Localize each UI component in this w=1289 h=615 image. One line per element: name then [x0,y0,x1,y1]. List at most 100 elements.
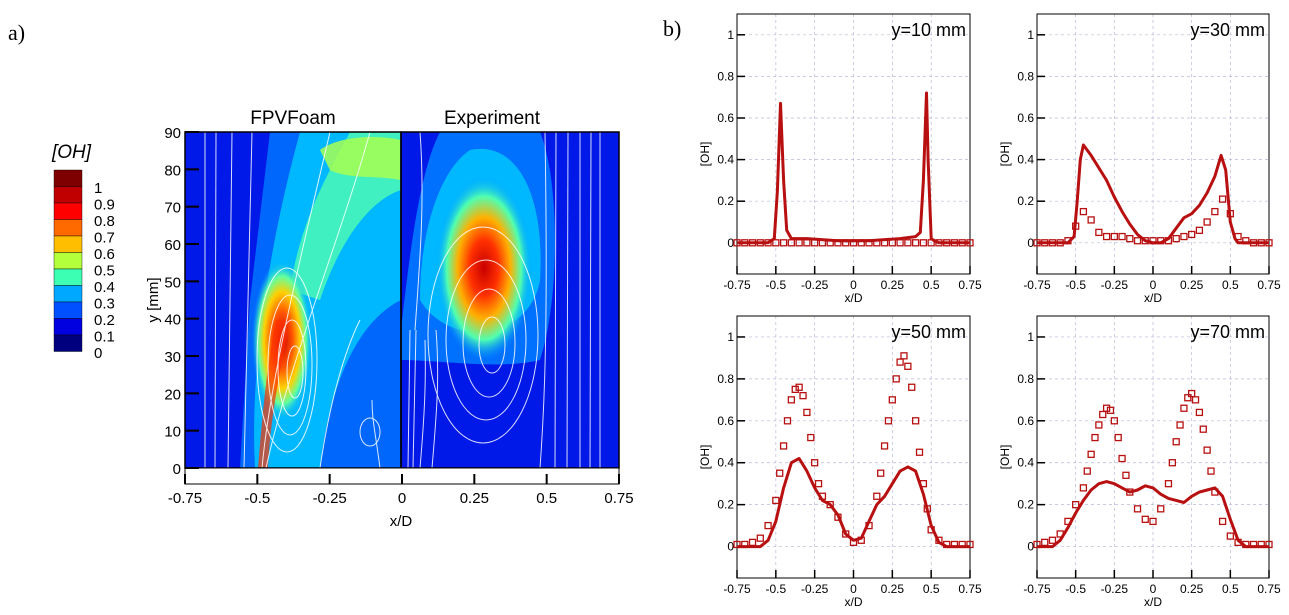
streamlines [204,131,601,469]
experiment-marker [1110,232,1118,241]
profile-plot: -0.75 -0.5 -0.25 0 0.25 0.5 0.75 0 0.2 0.4 0.6 0.8 1… [698,13,982,305]
experiment-marker [1133,237,1142,245]
y-tick-label: 0.2 [717,498,734,512]
experiment-marker [919,239,928,247]
experiment-marker [1149,517,1157,526]
y-tick-label: 1 [727,330,734,344]
x-tick-label: 0.75 [958,278,982,292]
experiment-marker [1114,433,1122,442]
y-tick-label: 0 [173,461,181,478]
experiment-marker [1188,230,1196,239]
y-tick-label: 30 [164,349,181,366]
x-tick-label: 0.25 [881,278,905,292]
experiment-marker [1184,394,1192,402]
y-tick-label: 0 [727,236,734,250]
simulation-line [1037,143,1269,245]
simulation-line [737,91,970,245]
y-tick-label: 0.6 [717,414,734,428]
experiment-marker [756,534,764,542]
experiment-marker [1118,454,1126,463]
legend-level-label: 0.5 [94,263,115,280]
experiment-marker [1191,396,1200,404]
legend-swatch [53,334,83,352]
experiment-marker [1226,532,1234,540]
y-tick-label: 0.2 [717,194,734,208]
x-tick-label: 0.25 [1180,582,1204,596]
x-tick-label: 0.5 [923,582,940,596]
experiment-marker [1110,417,1118,425]
experiment-marker [779,239,788,247]
legend-swatch [53,186,83,204]
x-tick-label: 0.25 [460,490,489,507]
y-tick-label: 0.8 [1017,69,1034,83]
legend-swatch [53,301,83,319]
experiment-marker [908,383,916,391]
profile-plot: -0.75 -0.5 -0.25 0 0.25 0.5 0.75 0 0.2 0.4 0.6 0.8 1… [698,315,982,609]
x-tick-label: 0.25 [881,582,905,596]
x-axis-label: x/D [845,291,863,305]
y-tick-label: 0.8 [717,69,734,83]
x-tick-label: -0.5 [1065,278,1086,292]
x-tick-label: -0.5 [244,490,270,507]
x-tick-label: 0 [398,490,406,507]
x-axis-label: x/D [1144,291,1162,305]
legend-level-label: 0.4 [94,279,115,296]
x-tick-label: 0.5 [923,278,940,292]
y-tick-label: 0 [727,540,734,554]
y-tick-label: 0.2 [1017,498,1034,512]
panel-a-ylabel: y [mm] [145,278,162,323]
experiment-marker [1164,480,1173,488]
experiment-marker [1106,406,1115,414]
y-tick-label: 0.6 [1017,414,1034,428]
legend-level-label: 0.2 [94,312,115,329]
y-tick-label: 0.8 [717,372,734,386]
y-axis-label: [OH] [998,142,1012,167]
y-tick-label: 10 [164,424,181,441]
experiment-marker [787,396,796,404]
simulation-line [737,457,970,549]
y-tick-label: 0.4 [717,456,734,470]
panel-a-label: a) [8,20,26,45]
experiment-marker [795,383,803,391]
experiment-marker [764,521,772,530]
y-tick-label: 0.4 [717,153,734,167]
experiment-marker [1079,207,1088,216]
legend-level-label: 1 [94,180,102,197]
x-tick-label: -0.75 [723,278,751,292]
experiment-title: Experiment [444,108,541,129]
x-tick-label: 0.5 [536,490,557,507]
x-axis-label: x/D [1144,595,1162,609]
x-tick-label: -0.75 [1023,582,1051,596]
profile-annotation: y=70 mm [1190,322,1265,342]
fpvfoam-title: FPVFoam [250,108,336,129]
experiment-marker [1188,389,1196,398]
panel-a-axes: 0 10 20 30 40 50 60 70 80 90 -0.75 -0.5 -0.25 0 0.25 0.… [164,125,633,507]
legend-level-label: 0.3 [94,296,115,313]
x-tick-label: 0.75 [604,490,633,507]
oh-profile-plots: -0.75 -0.5 -0.25 0 0.25 0.5 0.75 0 0.2 0.4 0.6 0.8 1… [698,13,1281,609]
y-tick-label: 1 [727,28,734,42]
profile-annotation: y=10 mm [891,20,966,40]
experiment-marker [1126,234,1134,243]
experiment-marker [1095,421,1103,429]
y-axis-label: [OH] [698,445,712,470]
y-tick-label: 60 [164,237,181,254]
y-tick-label: 70 [164,200,181,217]
x-tick-label: 0 [850,582,857,596]
x-tick-label: -0.25 [1101,278,1129,292]
experiment-marker [1072,500,1080,509]
legend-swatch [53,285,83,303]
x-tick-label: -0.5 [765,582,786,596]
contour-map-fpvfoam [185,132,401,468]
experiment-marker [1218,195,1227,203]
experiment-marker [1102,232,1111,241]
legend-swatch [53,169,83,187]
legend-swatch [53,252,83,270]
y-tick-label: 40 [164,312,181,329]
experiment-marker [873,492,881,500]
experiment-marker [904,239,912,247]
panel-b-label: b) [663,16,682,41]
legend-swatch [53,235,83,253]
experiment-marker [811,459,819,467]
